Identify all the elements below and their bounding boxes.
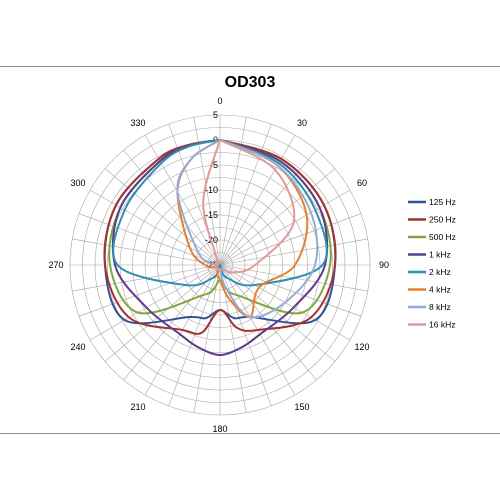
grid-spoke bbox=[219, 117, 247, 266]
angle-tick-label: 240 bbox=[70, 342, 85, 352]
radial-tick-label: 5 bbox=[213, 110, 218, 120]
radial-tick-label: -25 bbox=[205, 260, 218, 270]
angle-tick-label: 90 bbox=[379, 260, 389, 270]
chart-title: OD303 bbox=[224, 74, 276, 91]
grid-spoke bbox=[104, 264, 221, 362]
grid-spoke bbox=[168, 264, 221, 407]
grid-spoke bbox=[219, 264, 317, 381]
grid-spoke bbox=[104, 168, 221, 266]
legend: 125 Hz 250 Hz 500 Hz 1 kHz 2 kHz 4 kHz 8 kHz 16… bbox=[408, 197, 456, 330]
polar-grid bbox=[69, 114, 371, 416]
grid-spoke bbox=[193, 264, 221, 413]
grid-spoke bbox=[78, 213, 221, 266]
legend-label: 125 Hz bbox=[429, 197, 456, 207]
angle-tick-label: 120 bbox=[355, 342, 370, 352]
grid-spoke bbox=[78, 264, 221, 317]
angle-tick-labels: 0 30 60 90 120 150 180 210 240 270 300 330 bbox=[48, 96, 389, 434]
series-line bbox=[176, 139, 309, 319]
series-line bbox=[111, 139, 329, 356]
series-lines bbox=[103, 139, 337, 356]
angle-tick-label: 300 bbox=[70, 178, 85, 188]
grid-spoke bbox=[219, 264, 362, 317]
angle-tick-label: 330 bbox=[130, 118, 145, 128]
legend-label: 4 kHz bbox=[429, 285, 451, 295]
angle-tick-label: 180 bbox=[212, 424, 227, 434]
grid-spoke bbox=[219, 213, 362, 266]
angle-tick-label: 60 bbox=[357, 178, 367, 188]
legend-label: 2 kHz bbox=[429, 267, 451, 277]
legend-label: 1 kHz bbox=[429, 250, 451, 260]
grid-spoke bbox=[219, 264, 336, 362]
angle-tick-label: 150 bbox=[294, 402, 309, 412]
grid-spoke bbox=[72, 238, 221, 266]
series-line bbox=[112, 139, 328, 287]
grid-spoke bbox=[123, 149, 221, 266]
grid-spoke bbox=[219, 168, 336, 266]
series-line bbox=[202, 139, 296, 274]
legend-label: 16 kHz bbox=[429, 320, 455, 330]
angle-tick-label: 210 bbox=[130, 402, 145, 412]
grid-spoke bbox=[219, 134, 296, 266]
legend-label: 250 Hz bbox=[429, 215, 456, 225]
grid-spoke bbox=[123, 264, 221, 381]
legend-label: 500 Hz bbox=[429, 232, 456, 242]
grid-spoke bbox=[219, 264, 272, 407]
grid-spoke bbox=[89, 264, 221, 341]
radial-tick-label: -15 bbox=[205, 210, 218, 220]
radial-tick-label: -10 bbox=[205, 185, 218, 195]
angle-tick-label: 270 bbox=[48, 260, 63, 270]
chart-frame bbox=[0, 66, 500, 434]
angle-tick-label: 30 bbox=[297, 118, 307, 128]
grid-spoke bbox=[219, 123, 272, 266]
grid-spoke bbox=[219, 149, 317, 266]
radial-tick-labels: 50-5-10-15-20-25 bbox=[205, 110, 218, 270]
grid-spoke bbox=[219, 238, 368, 266]
grid-spoke bbox=[193, 117, 221, 266]
angle-tick-label: 0 bbox=[217, 96, 222, 106]
radial-tick-label: -5 bbox=[210, 160, 218, 170]
grid-spoke bbox=[144, 134, 221, 266]
legend-label: 8 kHz bbox=[429, 302, 451, 312]
series-line bbox=[103, 139, 337, 335]
grid-spoke bbox=[219, 189, 351, 266]
